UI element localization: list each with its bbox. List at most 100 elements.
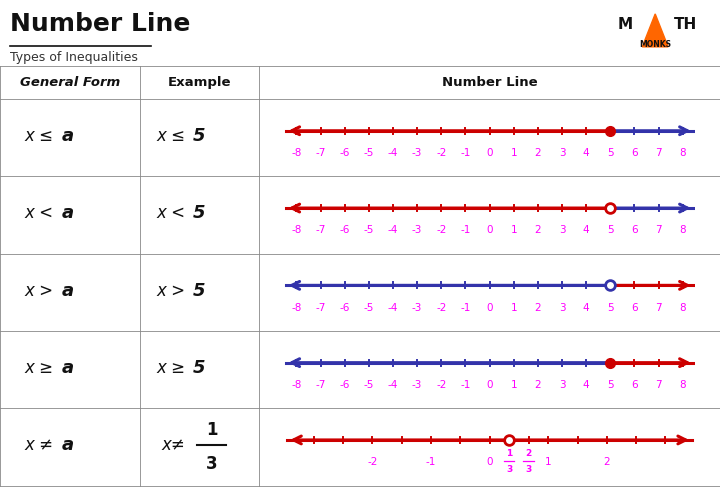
Text: -5: -5 [364, 303, 374, 313]
Text: MONKS: MONKS [639, 40, 671, 49]
Text: 5: 5 [607, 225, 613, 236]
Text: -1: -1 [460, 380, 471, 390]
Text: 4: 4 [583, 148, 590, 158]
Text: x <: x < [156, 204, 186, 223]
Text: 2: 2 [534, 303, 541, 313]
Text: 2: 2 [526, 449, 532, 458]
Text: 1: 1 [510, 380, 517, 390]
Text: x ≠: x ≠ [24, 436, 53, 454]
Text: -6: -6 [340, 225, 350, 236]
Text: 6: 6 [631, 225, 638, 236]
Text: -3: -3 [412, 303, 423, 313]
Text: General Form: General Form [20, 76, 120, 89]
Text: 6: 6 [631, 303, 638, 313]
Text: 5: 5 [193, 127, 205, 145]
Text: -6: -6 [340, 303, 350, 313]
Text: 5: 5 [193, 282, 205, 300]
Text: 5: 5 [607, 303, 613, 313]
Text: 7: 7 [655, 148, 662, 158]
Text: 2: 2 [603, 457, 610, 468]
Text: 1: 1 [510, 303, 517, 313]
Text: 0: 0 [486, 380, 493, 390]
Text: 3: 3 [559, 303, 565, 313]
Text: 1: 1 [545, 457, 552, 468]
Text: 2: 2 [534, 148, 541, 158]
Text: 8: 8 [680, 225, 686, 236]
Text: 1: 1 [510, 148, 517, 158]
Text: a: a [62, 436, 74, 454]
Text: 8: 8 [680, 148, 686, 158]
Text: 8: 8 [680, 380, 686, 390]
Text: 3: 3 [506, 465, 512, 474]
Text: -7: -7 [315, 148, 325, 158]
Text: 6: 6 [631, 148, 638, 158]
Text: -2: -2 [436, 303, 446, 313]
Text: 7: 7 [655, 303, 662, 313]
Polygon shape [642, 14, 668, 47]
Text: M: M [617, 18, 633, 32]
Text: 1: 1 [510, 225, 517, 236]
Text: -1: -1 [460, 148, 471, 158]
Text: 0: 0 [486, 148, 493, 158]
Text: -5: -5 [364, 148, 374, 158]
Text: -4: -4 [388, 148, 398, 158]
Text: -8: -8 [292, 225, 302, 236]
Text: -8: -8 [292, 148, 302, 158]
Text: Types of Inequalities: Types of Inequalities [10, 51, 138, 64]
Text: TH: TH [674, 18, 697, 32]
Text: -4: -4 [388, 380, 398, 390]
Text: -3: -3 [412, 380, 423, 390]
Text: a: a [62, 282, 74, 300]
Text: Number Line: Number Line [10, 12, 191, 36]
Text: 2: 2 [534, 380, 541, 390]
Text: -2: -2 [436, 380, 446, 390]
Text: 0: 0 [486, 457, 493, 468]
Text: x >: x > [156, 282, 186, 300]
Text: -4: -4 [388, 303, 398, 313]
Text: -6: -6 [340, 148, 350, 158]
Text: 5: 5 [607, 380, 613, 390]
Text: 2: 2 [534, 225, 541, 236]
Text: 1: 1 [206, 421, 217, 439]
Text: 3: 3 [206, 455, 217, 473]
Text: 4: 4 [583, 225, 590, 236]
Text: 3: 3 [559, 148, 565, 158]
Text: -1: -1 [460, 225, 471, 236]
Text: x≠: x≠ [162, 436, 186, 454]
Text: -1: -1 [460, 303, 471, 313]
Text: -5: -5 [364, 380, 374, 390]
Text: 3: 3 [559, 225, 565, 236]
Text: a: a [62, 204, 74, 223]
Text: 3: 3 [526, 465, 532, 474]
Text: x ≥: x ≥ [156, 359, 186, 377]
Text: 7: 7 [655, 225, 662, 236]
Text: -7: -7 [315, 380, 325, 390]
Text: x ≤: x ≤ [156, 127, 186, 145]
Text: x ≥: x ≥ [24, 359, 53, 377]
Text: -4: -4 [388, 225, 398, 236]
Text: 4: 4 [583, 380, 590, 390]
Text: -1: -1 [426, 457, 436, 468]
Text: 5: 5 [193, 204, 205, 223]
Text: -7: -7 [315, 303, 325, 313]
Text: -2: -2 [436, 225, 446, 236]
Text: a: a [62, 127, 74, 145]
Text: -5: -5 [364, 225, 374, 236]
Text: 3: 3 [559, 380, 565, 390]
Text: a: a [62, 359, 74, 377]
Text: Example: Example [168, 76, 232, 89]
Text: -8: -8 [292, 380, 302, 390]
Text: -3: -3 [412, 225, 423, 236]
Text: 5: 5 [607, 148, 613, 158]
Text: x >: x > [24, 282, 53, 300]
Text: -2: -2 [367, 457, 377, 468]
Text: -3: -3 [412, 148, 423, 158]
Text: Number Line: Number Line [442, 76, 537, 89]
Text: 0: 0 [486, 303, 493, 313]
Text: 1: 1 [506, 449, 512, 458]
Text: 4: 4 [583, 303, 590, 313]
Text: x <: x < [24, 204, 53, 223]
Text: 0: 0 [486, 225, 493, 236]
Text: -7: -7 [315, 225, 325, 236]
Text: 5: 5 [193, 359, 205, 377]
